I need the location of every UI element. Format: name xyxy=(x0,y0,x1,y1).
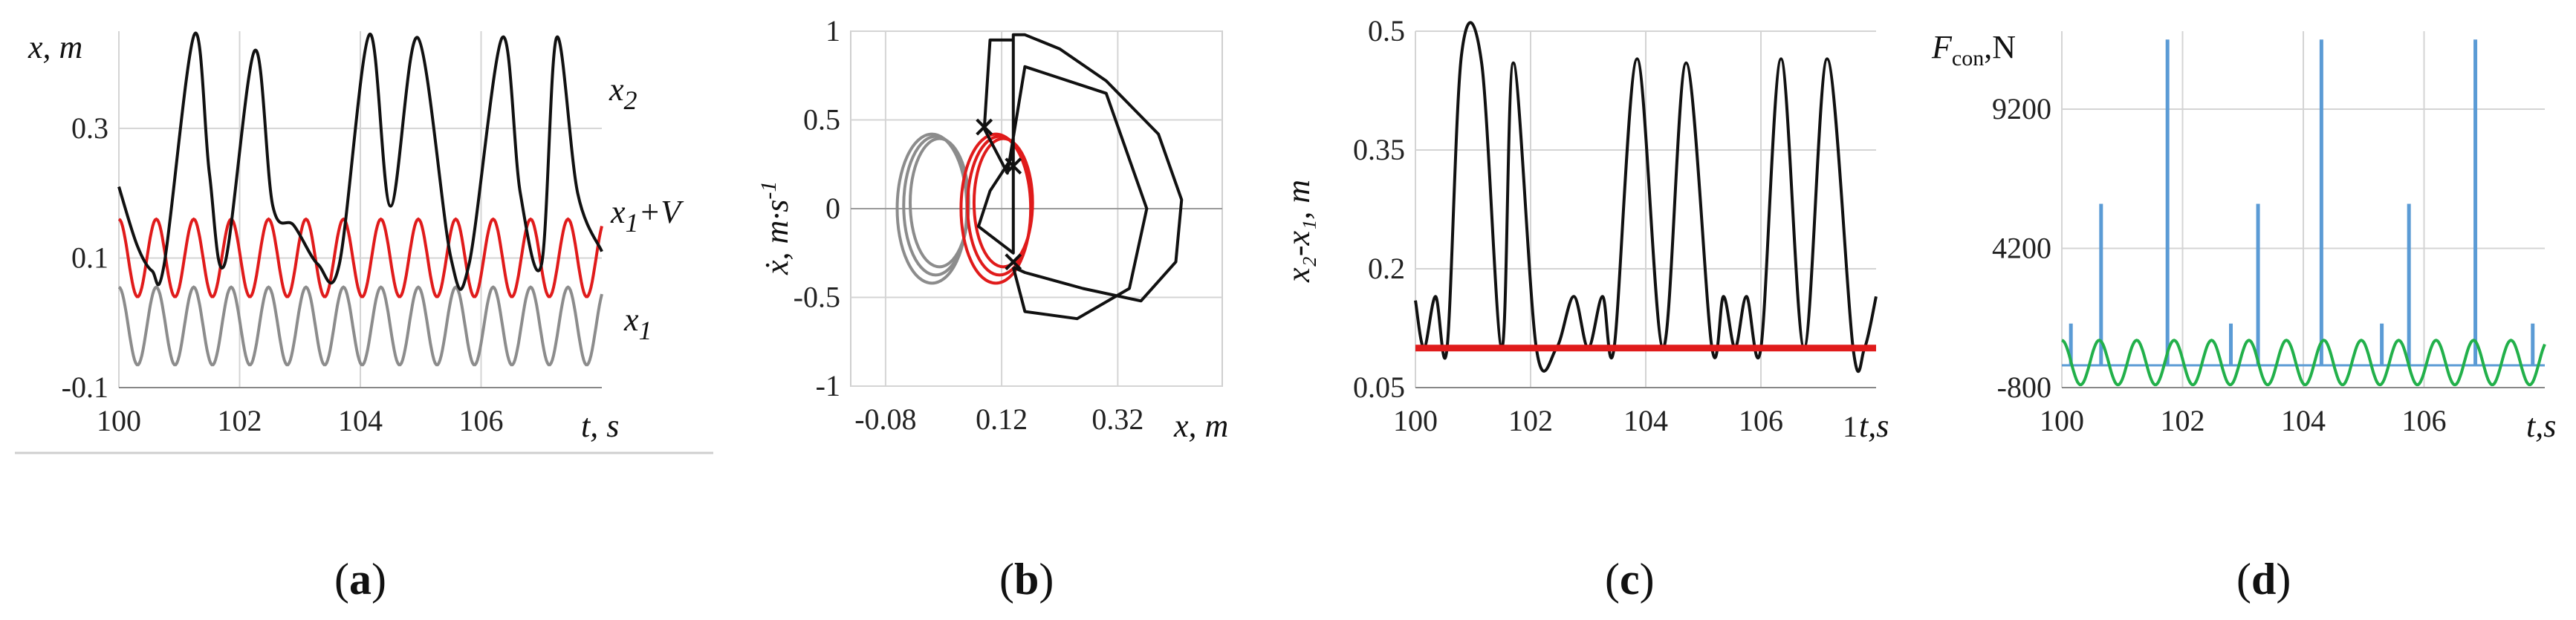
panel-d: 100 102 104 106 -800 4200 9200 Fcon,N t,s (d) xyxy=(1931,29,2556,604)
panel-b-series xyxy=(851,33,1222,321)
y-tick-label: 0.5 xyxy=(803,103,840,137)
y-tick-label: 1 xyxy=(825,14,840,48)
panel-a-caption: (a) xyxy=(334,555,386,604)
y-tick-label: 4200 xyxy=(1992,232,2051,265)
panel-d-y-ticks: -800 4200 9200 xyxy=(1992,92,2051,404)
x-tick-label: 106 xyxy=(459,404,504,437)
panel-a-series xyxy=(117,31,603,367)
legend-x1v-sub: 1 xyxy=(626,208,639,238)
panel-a-ylabel: x, m xyxy=(27,29,82,65)
legend-x1v: x1+V xyxy=(610,194,684,238)
panel-d-series xyxy=(2061,39,2546,387)
x-tick-label: 104 xyxy=(1623,404,1668,437)
y-tick-label: 9200 xyxy=(1992,92,2051,125)
y-tick-label: 0.3 xyxy=(71,111,108,145)
panel-c-xlabel-prefix: 1 xyxy=(1843,410,1858,443)
panel-a: 100 102 104 106 -0.10.10.3 x, m t, s x2 x1+… xyxy=(15,29,713,604)
y-tick-label: -0.1 xyxy=(62,371,108,404)
legend-x1v-main: x xyxy=(610,194,626,230)
x-tick-label: 104 xyxy=(2281,404,2326,437)
y-tick-label: 0.35 xyxy=(1353,133,1405,166)
legend-x1-main: x xyxy=(623,301,639,338)
x-tick-label: 0.32 xyxy=(1091,402,1143,436)
excitation-line xyxy=(2061,339,2546,387)
panel-b-y-ticks: -1 -0.5 0 0.5 1 xyxy=(794,14,840,402)
crossing-marker xyxy=(1005,253,1022,271)
x-tick-label: 0.12 xyxy=(976,402,1028,436)
black-cycle-line xyxy=(976,33,1184,321)
panel-a-xlabel: t, s xyxy=(581,408,619,444)
x-tick-label: 104 xyxy=(338,404,383,437)
legend-x2: x2 xyxy=(609,71,637,115)
legend-x1v-rest: +V xyxy=(639,194,685,230)
x-tick-label: 100 xyxy=(1393,404,1438,437)
legend-x2-main: x xyxy=(609,71,624,108)
panel-b-ylabel: ẋ, m·s-1 xyxy=(756,181,795,275)
x-tick-label: 100 xyxy=(97,404,141,437)
legend-x2-sub: 2 xyxy=(624,85,637,115)
crossing-marker xyxy=(1005,157,1022,175)
panel-d-x-ticks: 100 102 104 106 xyxy=(2040,404,2447,437)
y-tick-label: 0.5 xyxy=(1368,14,1405,48)
y-tick-label: -0.5 xyxy=(794,281,840,314)
x-tick-label: 106 xyxy=(1739,404,1783,437)
panel-d-ylabel: Fcon,N xyxy=(1931,29,2016,71)
legend-x1: x1 xyxy=(623,301,652,345)
panel-c-xlabel: t,s xyxy=(1859,408,1889,444)
panel-a-x-ticks: 100 102 104 106 xyxy=(97,404,504,437)
x-tick-label: 100 xyxy=(2040,404,2084,437)
panel-c-x-ticks: 100 102 104 106 xyxy=(1393,404,1783,437)
panel-b-caption: (b) xyxy=(999,555,1054,604)
y-tick-label: 0 xyxy=(825,192,840,225)
legend-x1-sub: 1 xyxy=(639,316,652,345)
x-tick-label: 102 xyxy=(1508,404,1553,437)
y-tick-label: 0.1 xyxy=(71,241,108,274)
x-tick-label: 106 xyxy=(2402,404,2447,437)
x-tick-label: -0.08 xyxy=(854,402,916,436)
panel-b-x-ticks: -0.08 0.12 0.32 xyxy=(854,402,1143,436)
panel-c-ylabel: x₂-x₁, m xyxy=(1280,180,1317,283)
panel-d-gridlines xyxy=(2061,31,2545,388)
red-cycle-loop xyxy=(972,137,1034,269)
panel-c-series xyxy=(1414,21,1878,373)
y-tick-label: 0.05 xyxy=(1353,371,1405,404)
panel-d-xlabel: t,s xyxy=(2526,408,2556,444)
panel-b-xlabel: x, m xyxy=(1173,408,1228,444)
gap-line xyxy=(1414,21,1878,373)
y-tick-label: -800 xyxy=(1997,371,2051,404)
y-tick-label: -1 xyxy=(816,369,840,402)
crossing-marker xyxy=(976,118,993,136)
series-x1v-line xyxy=(117,217,603,298)
x-tick-label: 102 xyxy=(2161,404,2205,437)
panel-a-y-ticks: -0.1 0.1 0.3 xyxy=(62,111,108,404)
series-x1-line xyxy=(117,285,603,367)
panel-c-caption: (c) xyxy=(1605,555,1655,604)
y-tick-label: 0.2 xyxy=(1368,252,1405,285)
series-x2-line xyxy=(117,31,603,291)
panel-c-y-ticks: 0.05 0.2 0.35 0.5 xyxy=(1353,14,1405,404)
x-tick-label: 102 xyxy=(218,404,262,437)
panel-c: 100 102 104 106 0.05 0.2 0.35 0.5 x₂-x₁, m 1 t… xyxy=(1280,14,1889,604)
panel-d-caption: (d) xyxy=(2236,555,2291,604)
panel-b: -0.08 0.12 0.32 -1-0.500.51 ẋ, m·s-1 x, m … xyxy=(756,14,1228,604)
